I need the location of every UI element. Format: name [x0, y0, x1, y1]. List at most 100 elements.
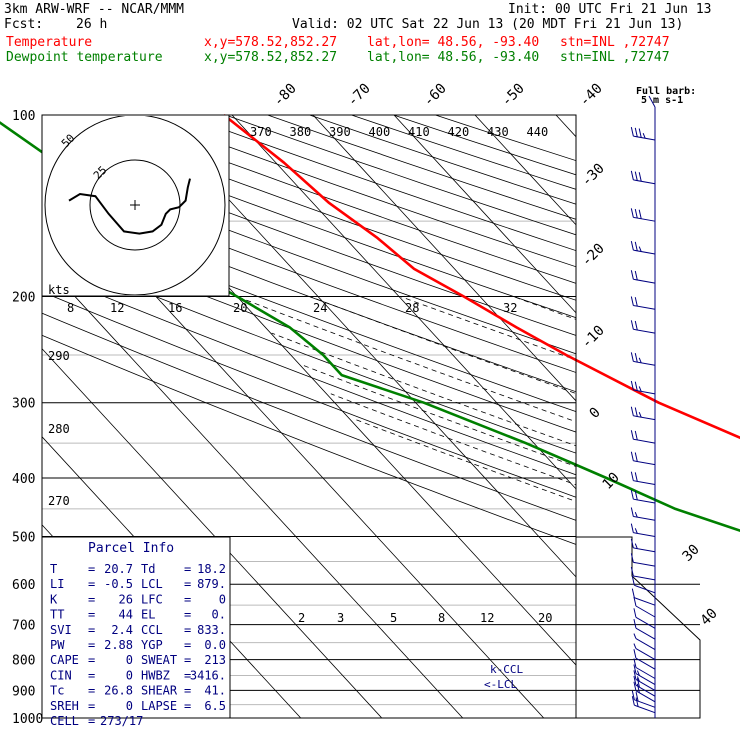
parcel-value: 6.5 — [204, 699, 226, 713]
barb-half-flag — [638, 357, 642, 363]
parcel-info-panel: Parcel Info T = 20.7 Td = 18.2 LI = -0.5 LCL = 879. K… — [41, 536, 231, 728]
temperature-legend-label: Temperature — [6, 35, 93, 50]
barb-full-flag — [633, 649, 637, 659]
barb-shaft — [634, 597, 656, 606]
wind-barbs: Full barb:5 m s-1 — [630, 86, 696, 718]
barb-full-flag — [633, 664, 637, 674]
barb-full-flag — [633, 596, 637, 607]
wind-barb — [633, 658, 656, 679]
plot-frame — [41, 114, 577, 719]
parcel-key: EL — [141, 608, 155, 622]
barb-half-flag — [638, 246, 642, 252]
isotherm — [718, 115, 740, 718]
forecast-hour: 26 h — [76, 17, 108, 32]
wind-barb — [633, 643, 656, 660]
barb-legend-line2: 5 m s-1 — [641, 95, 683, 106]
parcel-key: HWBZ — [141, 668, 170, 682]
header: 3km ARW-WRF -- NCAR/MMM Init: 00 UTC Fri… — [0, 0, 740, 70]
isotherm-label: -50 — [499, 81, 528, 110]
kts-scale-label: 32 — [503, 301, 517, 315]
barb-full-flag — [635, 692, 639, 702]
barb-shaft — [633, 216, 656, 222]
isotherm — [42, 348, 383, 718]
parcel-cell-key: CELL — [50, 714, 79, 728]
parcel-eq: = — [184, 592, 191, 606]
parcel-eq: = — [184, 562, 191, 576]
wind-barb — [633, 681, 656, 703]
barb-full-flag — [631, 696, 635, 706]
parcel-eq: = — [88, 638, 95, 652]
parcel-title: Parcel Info — [88, 541, 174, 556]
barb-full-flag — [630, 451, 634, 461]
dewpoint-xy: x,y=578.52,852.27 — [204, 50, 338, 65]
parcel-key: CCL — [141, 623, 163, 637]
parcel-key: CAPE — [50, 653, 79, 667]
barb-shaft — [633, 304, 656, 310]
barb-full-flag — [630, 241, 634, 251]
isotherm — [393, 115, 576, 314]
kts-scale-label: 28 — [405, 301, 419, 315]
dry-adiabat — [42, 270, 576, 476]
wind-barb — [630, 241, 656, 255]
mixing-ratio-label: 8 — [438, 611, 445, 625]
isotherm-label: 30 — [680, 542, 703, 565]
wind-barb — [630, 538, 656, 553]
barb-full-flag — [631, 588, 635, 598]
barb-full-flag — [630, 170, 634, 180]
theta-label: 420 — [448, 125, 470, 139]
kts-scale-label: 20 — [233, 301, 247, 315]
parcel-value: 2.88 — [104, 638, 133, 652]
wind-barb — [630, 320, 656, 334]
valid-time: Valid: 02 UTC Sat 22 Jun 13 (20 MDT Fri … — [292, 17, 684, 32]
dry-adiabat — [42, 193, 576, 393]
dry-adiabat — [42, 334, 576, 545]
parcel-eq: = — [88, 684, 95, 698]
parcel-value: 41. — [204, 684, 226, 698]
barb-full-flag — [633, 670, 637, 680]
barb-full-flag — [630, 208, 634, 218]
theta-label: 390 — [329, 125, 351, 139]
parcel-eq: = — [88, 562, 95, 576]
barb-full-flag — [634, 270, 638, 281]
wind-barb — [633, 608, 656, 629]
isotherm-label: 0 — [587, 405, 604, 422]
wind-barb — [633, 676, 656, 697]
parcel-key: SHEAR — [141, 684, 178, 698]
barb-shaft — [634, 584, 656, 594]
parcel-value: 18.2 — [197, 562, 226, 576]
pressure-label: 700 — [12, 619, 35, 634]
barb-full-flag — [634, 320, 638, 331]
parcel-eq: = — [184, 577, 191, 591]
moist-adiabat — [355, 419, 576, 502]
barb-full-flag — [630, 352, 634, 362]
parcel-key: SREH — [50, 699, 79, 713]
wind-barb — [631, 588, 656, 606]
parcel-key: T — [50, 562, 57, 576]
barb-full-flag — [638, 172, 642, 182]
parcel-value: 0 — [126, 699, 133, 713]
parcel-key: SWEAT — [141, 653, 177, 667]
wind-barb — [633, 670, 656, 691]
kts-scale-label: 24 — [313, 301, 327, 315]
mixing-ratio-label: 5 — [390, 611, 397, 625]
barb-full-flag — [634, 127, 638, 137]
parcel-frame — [41, 536, 231, 719]
barb-shaft — [633, 575, 656, 581]
barb-shaft — [635, 690, 656, 703]
isotherm-label: -30 — [579, 161, 608, 190]
barb-full-flag — [630, 553, 634, 563]
barb-shaft — [635, 638, 656, 650]
pressure-label: 600 — [12, 578, 35, 593]
isotherm-label: -60 — [421, 81, 450, 110]
dry-adiabat — [42, 291, 576, 498]
parcel-value: 0. — [212, 608, 226, 622]
wind-barb — [633, 664, 656, 685]
pressure-label: 100 — [12, 109, 35, 124]
barb-full-flag — [630, 380, 634, 391]
barb-half-flag — [633, 643, 637, 649]
parcel-eq: = — [88, 623, 95, 637]
barb-legend-line1: Full barb: — [636, 86, 696, 97]
barb-shaft — [635, 627, 656, 640]
barb-full-flag — [630, 296, 634, 306]
